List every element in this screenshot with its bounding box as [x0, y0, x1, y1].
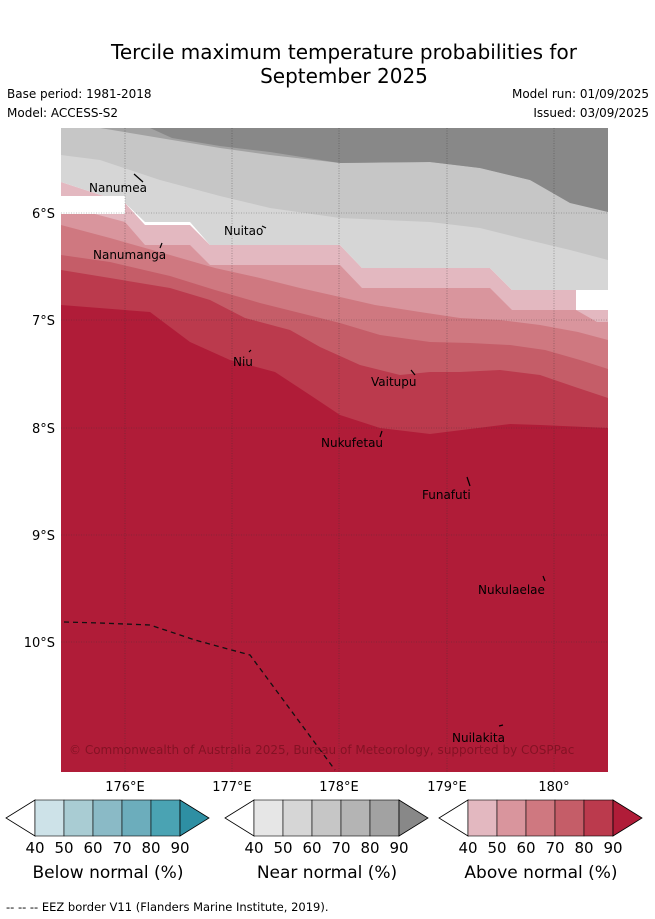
colorbar-below-segment [150, 799, 181, 837]
colorbar-above-high-extend [612, 799, 643, 837]
island-nukulaelae-mark [542, 575, 546, 582]
lat-label-8s: 8°S [32, 422, 55, 437]
copyright-watermark: © Commonwealth of Australia 2025, Bureau… [69, 743, 574, 757]
base-period: Base period: 1981-2018 [7, 87, 152, 101]
island-niu-mark [248, 349, 252, 353]
colorbar-below-segment [92, 799, 123, 837]
eez-border-line [63, 621, 336, 771]
colorbar-above-segment [467, 799, 498, 837]
colorbar-label-below: Below normal (%) [32, 863, 184, 883]
island-nuilakita-mark [498, 724, 504, 727]
colorbar-near-tick: 70 [331, 839, 350, 857]
longitude-labels: 176°E 177°E 178°E 179°E 180° [105, 780, 569, 795]
colorbar-above-segment [496, 799, 527, 837]
colorbar-near: 40 50 60 70 80 90 [224, 799, 429, 857]
issued-date: Issued: 03/09/2025 [533, 106, 649, 120]
colorbar-above-low-extend [438, 799, 469, 837]
place-label-nanumanga: Nanumanga [93, 248, 166, 262]
colorbar-below-tick: 60 [83, 839, 102, 857]
colorbar-near-segment [253, 799, 284, 837]
place-label-nuitao: Nuitao [224, 224, 263, 238]
colorbar-below-segment [121, 799, 152, 837]
colorbar-above-segment [554, 799, 585, 837]
title-line-1: Tercile maximum temperature probabilitie… [111, 40, 577, 64]
colorbar-above-tick: 90 [603, 839, 622, 857]
colorbar-near-high-extend [398, 799, 429, 837]
colorbar-below-tick: 90 [170, 839, 189, 857]
colorbar-below-segment [63, 799, 94, 837]
lat-label-6s: 6°S [32, 207, 55, 222]
island-marks [133, 173, 546, 727]
colorbar-above-segment [525, 799, 556, 837]
colorbar-near-segment [282, 799, 313, 837]
zone-near-70 [150, 128, 608, 212]
colorbar-near-tick: 90 [389, 839, 408, 857]
colorbar-near-tick: 40 [244, 839, 263, 857]
colorbar-above-tick: 60 [516, 839, 535, 857]
lon-label-180: 180° [538, 780, 569, 795]
place-label-nukufetau: Nukufetau [321, 436, 383, 450]
colorbar-label-above: Above normal (%) [464, 863, 618, 883]
lat-label-7s: 7°S [32, 314, 55, 329]
place-label-nuilakita: Nuilakita [452, 731, 505, 745]
island-vaitupu-mark [410, 369, 416, 376]
island-nanumea-mark [133, 173, 144, 183]
probability-field [61, 128, 608, 772]
gridlines [61, 128, 608, 772]
island-funafuti-mark [466, 476, 471, 487]
title-line-2: September 2025 [260, 64, 428, 88]
place-labels: Nanumea Nuitao Nanumanga Niu Vaitupu Nuk… [89, 181, 545, 745]
colorbar-above-tick: 40 [458, 839, 477, 857]
colorbar-below: 40 50 60 70 80 90 [5, 799, 210, 857]
place-label-nukulaelae: Nukulaelae [478, 583, 545, 597]
colorbar-above: 40 50 60 70 80 90 [438, 799, 643, 857]
island-nuitao-mark [261, 225, 267, 229]
colorbar-near-tick: 50 [273, 839, 292, 857]
colorbar-above-segment [583, 799, 614, 837]
colorbar-above-tick: 70 [545, 839, 564, 857]
place-label-funafuti: Funafuti [422, 488, 471, 502]
lat-label-10s: 10°S [24, 636, 55, 651]
colorbar-near-segment [369, 799, 400, 837]
colorbar-below-tick: 50 [54, 839, 73, 857]
lon-label-179e: 179°E [427, 780, 467, 795]
lon-label-177e: 177°E [212, 780, 252, 795]
colorbar-near-low-extend [224, 799, 255, 837]
lat-label-9s: 9°S [32, 529, 55, 544]
island-nukufetau-mark [379, 430, 383, 438]
colorbar-near-tick: 80 [360, 839, 379, 857]
colorbar-legends: 40 50 60 70 80 90 40 50 60 70 80 90 40 50 60 70 80 90 [5, 799, 643, 857]
model-run: Model run: 01/09/2025 [511, 87, 649, 101]
colorbar-below-low-extend [5, 799, 36, 837]
place-label-nanumea: Nanumea [89, 181, 147, 195]
lon-label-176e: 176°E [105, 780, 145, 795]
latitude-labels: 6°S 7°S 8°S 9°S 10°S [24, 207, 55, 651]
model-name: Model: ACCESS-S2 [7, 106, 119, 120]
colorbar-below-tick: 40 [25, 839, 44, 857]
colorbar-below-high-extend [179, 799, 210, 837]
place-label-niu: Niu [233, 355, 253, 369]
lon-label-178e: 178°E [319, 780, 359, 795]
eez-footer-note: -- -- -- EEZ border V11 (Flanders Marine… [6, 900, 329, 914]
map-title: Tercile maximum temperature probabilitie… [0, 40, 655, 88]
place-label-vaitupu: Vaitupu [371, 375, 417, 389]
colorbar-below-tick: 70 [112, 839, 131, 857]
island-nanumanga-mark [159, 242, 163, 249]
colorbar-near-tick: 60 [302, 839, 321, 857]
colorbar-above-tick: 50 [487, 839, 506, 857]
colorbar-label-near: Near normal (%) [256, 863, 398, 883]
colorbar-near-segment [340, 799, 371, 837]
colorbar-near-segment [311, 799, 342, 837]
colorbar-below-tick: 80 [141, 839, 160, 857]
colorbar-below-segment [34, 799, 65, 837]
colorbar-above-tick: 80 [574, 839, 593, 857]
